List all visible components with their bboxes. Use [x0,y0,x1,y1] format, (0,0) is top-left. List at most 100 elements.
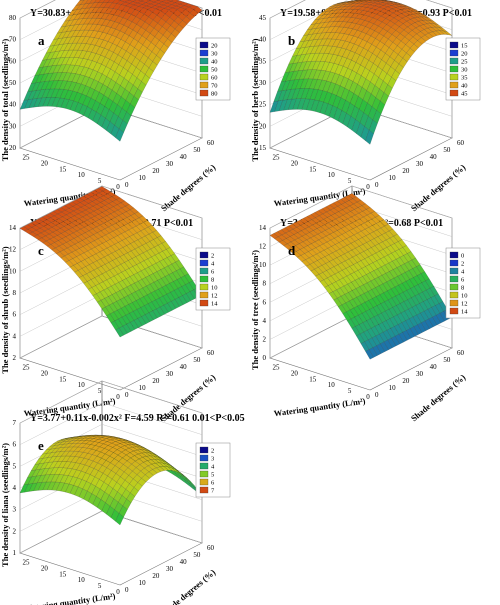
panel-b-ytick: 60 [457,139,465,147]
legend-swatch [199,57,209,65]
panel-e-ztick: 5 [13,462,17,470]
legend-swatch [199,478,209,486]
legend-label: 60 [211,75,218,82]
panel-e-ytick: 30 [166,565,174,573]
panel-b-ztick: 45 [259,14,267,22]
legend-label: 7 [211,488,215,495]
panel-b-ztick: 15 [259,144,267,152]
panel-d-zlabel: The density of tree (seedlings/m²) [250,250,260,370]
panel-a-ylabel: Shade degrees (%) [159,162,218,213]
panel-a-ztick: 50 [9,79,17,87]
legend-swatch [449,267,459,275]
panel-a-xtick: 5 [98,177,102,185]
panel-c-xtick: 15 [59,375,67,383]
legend-swatch [199,299,209,307]
legend-label: 5 [211,472,214,479]
panel-e-ztick: 7 [13,419,17,427]
panel-a-letter: a [38,33,45,48]
panel-a-surface [19,0,203,142]
legend-swatch [199,89,209,97]
panel-a-ztick: 40 [9,101,17,109]
panel-d-ytick: 30 [416,370,424,378]
legend-label: 45 [461,91,468,98]
legend-label: 40 [211,59,218,66]
legend-label: 0 [461,253,464,260]
legend-swatch [199,49,209,57]
panel-e-ztick: 6 [13,441,17,449]
panel-d-ztick: 12 [259,243,267,251]
legend-swatch [199,283,209,291]
legend-label: 80 [211,91,218,98]
panel-d-ztick: 0 [263,354,267,362]
panel-b-ytick: 10 [389,174,397,182]
panel-c-ztick: 12 [9,246,17,254]
surface-cell [137,0,144,2]
legend-label: 4 [211,261,215,268]
panel-c-ytick: 60 [207,349,215,357]
panel-b-ztick: 40 [259,36,267,44]
panel-a-ytick: 10 [139,174,147,182]
panel-c-ytick: 10 [139,384,147,392]
panel-e-ztick: 1 [13,549,17,557]
panel-d-ztick: 14 [259,224,267,232]
panel-b-ylabel: Shade degrees (%) [409,162,468,213]
panel-b-ztick: 20 [259,122,267,130]
panel-a-ztick: 60 [9,57,17,65]
panel-d-letter: d [288,243,296,258]
panel-a-ytick: 30 [166,160,174,168]
panel-a-ytick: 60 [207,139,215,147]
legend-swatch [199,486,209,494]
surface-cell [364,0,372,1]
panel-c-ztick: 6 [13,311,17,319]
surface-cell [359,0,367,1]
legend-swatch [449,259,459,267]
panel-e-ytick: 10 [139,579,147,587]
panel-d-ztick: 8 [263,280,267,288]
panel-a: Y=30.83+1.4x-0.01x² F=32.95 R²=0.92 P<0.… [0,0,231,213]
panel-a-zlabel: The density of total (seedlings/m²) [0,39,10,162]
panel-a-ytick: 50 [193,146,201,154]
panel-e-xlabel: Watering quantity (L/m²) [23,591,116,605]
panel-b-xtick: 15 [309,165,317,173]
legend-swatch [449,65,459,73]
panel-c-ztick: 2 [13,354,17,362]
legend-swatch [449,57,459,65]
legend-label: 30 [211,51,218,58]
panel-c-ytick: 40 [180,363,188,371]
panel-c-zlabel: The density of shrub (seedlings/m²) [0,246,10,373]
panel-d-xtick: 10 [328,381,336,389]
legend-swatch [199,462,209,470]
legend-label: 6 [461,277,465,284]
panel-d-xtick: 20 [291,369,299,377]
legend-swatch [449,251,459,259]
panel-e-ztick: 4 [13,484,17,492]
panel-c-zgrid [19,185,203,229]
panel-b-letter: b [288,33,295,48]
panel-d-ytick: 0 [375,391,379,399]
panel-b-ztick: 30 [259,79,267,87]
panel-b-zgrid [269,0,453,19]
panel-b-xtick: 20 [291,159,299,167]
legend-swatch [199,454,209,462]
legend-label: 6 [211,269,215,276]
panel-e-zlabel: The density of liana (seedlings/m²) [0,443,10,567]
panel-e-zgrid [19,402,203,445]
panel-a-ztick: 30 [9,122,17,130]
legend-label: 15 [461,43,468,50]
legend-label: 25 [461,59,468,66]
panel-e-xtick: 5 [98,582,102,590]
panel-b-zlabel: The density of herb (seedlings/m²) [250,38,260,161]
legend-label: 2 [211,448,214,455]
panel-d-ytick: 20 [402,377,410,385]
legend-label: 14 [461,309,468,316]
panel-a-ztick: 20 [9,144,17,152]
panel-c-ytick: 0 [125,391,129,399]
panel-b-xtick: 5 [348,177,352,185]
panel-e-zgrid [19,510,203,554]
panel-e-ztick: 3 [13,506,17,514]
panel-e-ytick: 60 [207,544,215,552]
panel-e-ytick: 0 [125,586,129,594]
